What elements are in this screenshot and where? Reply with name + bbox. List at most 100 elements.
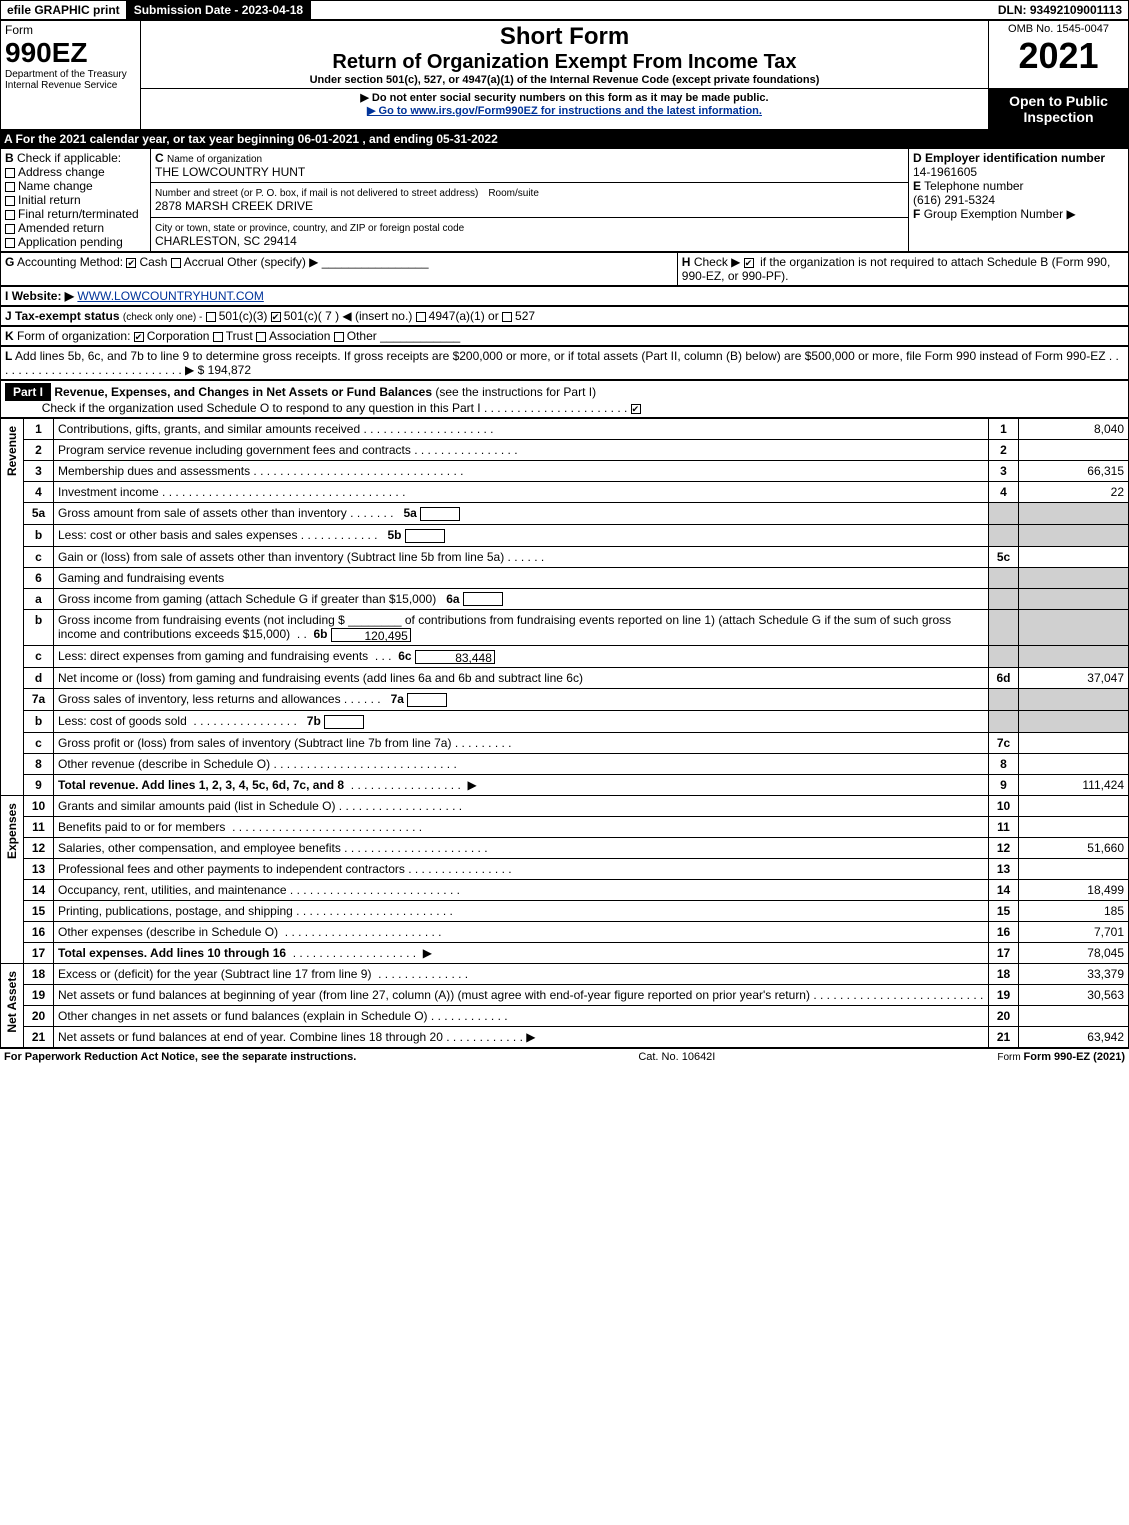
l7b-boxval (324, 715, 364, 729)
l1-desc: Contributions, gifts, grants, and simila… (58, 422, 360, 436)
l6d-desc: Net income or (loss) from gaming and fun… (58, 671, 583, 685)
l7c-num: c (24, 732, 54, 753)
checkbox-app-pending[interactable] (5, 238, 15, 248)
l21-arrow: ▶ (526, 1030, 535, 1044)
phone-label: Telephone number (924, 179, 1023, 193)
l19-val: 30,563 (1019, 984, 1129, 1005)
l13-ref: 13 (989, 858, 1019, 879)
l6a-desc: Gross income from gaming (attach Schedul… (58, 592, 436, 606)
checkbox-address-change[interactable] (5, 168, 15, 178)
website-value[interactable]: WWW.LOWCOUNTRYHUNT.COM (77, 289, 263, 303)
room-suite-label: Room/suite (488, 188, 539, 199)
l2-val (1019, 440, 1129, 461)
l6-desc: Gaming and fundraising events (58, 571, 224, 585)
l11-desc: Benefits paid to or for members (58, 820, 225, 834)
l12-val: 51,660 (1019, 837, 1129, 858)
l5b-ref (989, 524, 1019, 546)
checkbox-name-change[interactable] (5, 182, 15, 192)
title-short: Short Form (145, 23, 984, 51)
l6a-val (1019, 588, 1129, 610)
l9-num: 9 (24, 774, 54, 795)
l6b-desc1: Gross income from fundraising events (no… (58, 613, 345, 627)
l1-num: 1 (24, 419, 54, 440)
l7a-ref (989, 689, 1019, 711)
checkbox-501c[interactable] (271, 312, 281, 322)
no-ssn: ▶ Do not enter social security numbers o… (145, 91, 984, 104)
l6b-num: b (24, 610, 54, 646)
line-a: A For the 2021 calendar year, or tax yea… (0, 130, 1129, 148)
checkbox-assoc[interactable] (256, 332, 266, 342)
dln: DLN: 93492109001113 (992, 1, 1128, 19)
l15-ref: 15 (989, 900, 1019, 921)
checkbox-trust[interactable] (213, 332, 223, 342)
l7b-val (1019, 710, 1129, 732)
l20-desc: Other changes in net assets or fund bala… (58, 1009, 428, 1023)
opt-name-change: Name change (18, 179, 93, 193)
l19-desc: Net assets or fund balances at beginning… (58, 988, 810, 1002)
opt-501c: 501(c)( 7 ) ◀ (insert no.) (284, 309, 413, 323)
l5b-boxval (405, 529, 445, 543)
checkbox-501c3[interactable] (206, 312, 216, 322)
checkbox-accrual[interactable] (171, 258, 181, 268)
checkbox-527[interactable] (502, 312, 512, 322)
part1-check-o: Check if the organization used Schedule … (42, 401, 481, 415)
l17-num: 17 (24, 942, 54, 963)
l4-num: 4 (24, 482, 54, 503)
l14-desc: Occupancy, rent, utilities, and maintena… (58, 883, 287, 897)
checkbox-h[interactable] (744, 258, 754, 268)
l3-desc: Membership dues and assessments (58, 464, 250, 478)
l4-val: 22 (1019, 482, 1129, 503)
l18-desc: Excess or (deficit) for the year (Subtra… (58, 967, 371, 981)
l6-num: 6 (24, 567, 54, 588)
footer-left: For Paperwork Reduction Act Notice, see … (4, 1051, 356, 1063)
l20-val (1019, 1005, 1129, 1026)
l18-ref: 18 (989, 963, 1019, 984)
l3-num: 3 (24, 461, 54, 482)
l16-num: 16 (24, 921, 54, 942)
checkbox-initial-return[interactable] (5, 196, 15, 206)
checkbox-cash[interactable] (126, 258, 136, 268)
label-g: G (5, 255, 14, 269)
line-l-arrow: ▶ $ (185, 363, 204, 377)
l8-num: 8 (24, 753, 54, 774)
label-j: J (5, 309, 12, 323)
top-bar: efile GRAPHIC print Submission Date - 20… (0, 0, 1129, 20)
opt-4947: 4947(a)(1) or (429, 309, 499, 323)
l6c-num: c (24, 646, 54, 668)
checkbox-corp[interactable] (134, 332, 144, 342)
label-f: F (913, 207, 920, 221)
l16-desc: Other expenses (describe in Schedule O) (58, 925, 278, 939)
omb-number: OMB No. 1545-0047 (993, 23, 1124, 35)
open-to-public: Open to Public Inspection (989, 89, 1129, 130)
g-h-block: G Accounting Method: Cash Accrual Other … (0, 252, 1129, 286)
l13-desc: Professional fees and other payments to … (58, 862, 405, 876)
l5b-desc: Less: cost or other basis and sales expe… (58, 528, 297, 542)
label-b: B (5, 151, 14, 165)
checkbox-final-return[interactable] (5, 210, 15, 220)
opt-trust: Trust (226, 329, 253, 343)
goto-link[interactable]: ▶ Go to www.irs.gov/Form990EZ for instru… (367, 105, 762, 117)
l15-num: 15 (24, 900, 54, 921)
submission-date: Submission Date - 2023-04-18 (126, 1, 311, 19)
expenses-side-label: Expenses (5, 799, 19, 863)
efile-label[interactable]: efile GRAPHIC print (1, 1, 126, 19)
checkbox-4947[interactable] (416, 312, 426, 322)
part1-see: (see the instructions for Part I) (435, 385, 596, 399)
opt-accrual: Accrual (184, 255, 224, 269)
l9-arrow: ▶ (467, 778, 476, 792)
l17-desc: Total expenses. Add lines 10 through 16 (58, 946, 286, 960)
checkbox-other-org[interactable] (334, 332, 344, 342)
checkbox-amended[interactable] (5, 224, 15, 234)
checkbox-part1-schedule-o[interactable] (631, 404, 641, 414)
l7b-num: b (24, 710, 54, 732)
l5b-box: 5b (388, 528, 402, 542)
l5a-desc: Gross amount from sale of assets other t… (58, 506, 347, 520)
website-label: Website: ▶ (12, 289, 74, 303)
l10-num: 10 (24, 795, 54, 816)
l9-ref: 9 (989, 774, 1019, 795)
part1-title: Revenue, Expenses, and Changes in Net As… (54, 385, 432, 399)
opt-initial-return: Initial return (18, 193, 81, 207)
l6c-ref (989, 646, 1019, 668)
l7b-box: 7b (307, 714, 321, 728)
l5a-ref (989, 503, 1019, 525)
